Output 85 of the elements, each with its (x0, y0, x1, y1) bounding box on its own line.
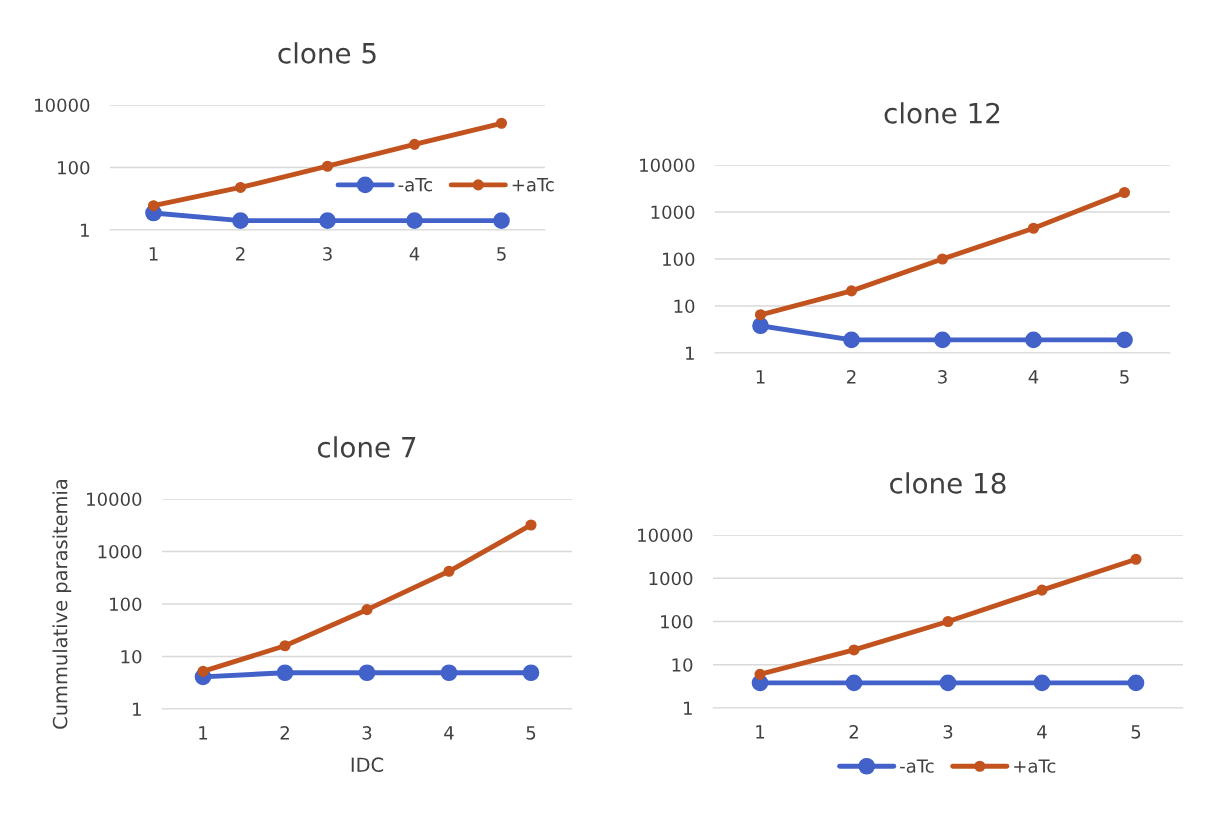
point (493, 212, 510, 229)
point (321, 160, 334, 172)
x-tick-label: 2 (236, 246, 245, 261)
point (495, 117, 508, 129)
y-tick-label: 1000 (649, 571, 693, 586)
legend-label: +aTc (1014, 759, 1056, 773)
point (1025, 331, 1042, 349)
x-tick-label: 1 (756, 725, 765, 739)
x-tick-label: 4 (409, 247, 420, 261)
point (754, 668, 766, 680)
point (147, 200, 160, 212)
x-tick-label: 5 (526, 726, 536, 740)
point (1027, 222, 1040, 234)
point (361, 604, 373, 616)
point (406, 212, 423, 229)
point (1130, 553, 1142, 565)
x-tick-label: 1 (149, 247, 158, 261)
x-tick-label: 2 (849, 724, 858, 739)
point (752, 317, 769, 335)
point (197, 665, 209, 677)
point (845, 285, 858, 297)
y-tick-label: 1 (81, 223, 89, 237)
point (939, 674, 957, 692)
chart-title: clone 7 (317, 436, 416, 458)
point (234, 181, 247, 194)
point (934, 331, 951, 349)
x-tick-label: 3 (323, 246, 332, 261)
y-tick-label: 100 (58, 160, 90, 175)
point (1116, 331, 1133, 349)
y-tick-label: 10000 (87, 492, 142, 507)
x-tick-label: 4 (1028, 370, 1039, 384)
point (1033, 674, 1051, 692)
y-tick-label: 100 (661, 614, 693, 629)
y-tick-label: 1 (686, 346, 694, 360)
point (319, 212, 336, 229)
point (408, 138, 421, 150)
x-axis-title: IDC (351, 757, 384, 773)
x-tick-label: 3 (943, 724, 953, 739)
y-tick-label: 10000 (638, 528, 693, 543)
chart-title: clone 12 (884, 102, 1000, 124)
point (942, 615, 954, 628)
x-tick-label: 2 (280, 725, 289, 740)
point (1036, 584, 1048, 596)
x-tick-label: 3 (938, 369, 947, 384)
x-tick-label: 3 (362, 725, 372, 740)
y-axis-title: Cummulative parasitemia (52, 479, 72, 729)
point (843, 331, 860, 349)
chart-title: clone 5 (278, 42, 376, 64)
point (276, 664, 294, 682)
y-tick-label: 10000 (640, 158, 695, 173)
legend-label: -aTc (398, 178, 433, 192)
y-tick-label: 1 (684, 701, 692, 715)
point (1118, 186, 1131, 199)
x-tick-label: 5 (497, 247, 506, 261)
point (845, 674, 863, 692)
x-tick-label: 4 (1037, 725, 1047, 739)
x-tick-label: 2 (847, 369, 856, 384)
y-tick-label: 1000 (651, 205, 695, 220)
point (754, 309, 767, 321)
y-tick-label: 10 (121, 649, 142, 664)
point (443, 565, 455, 577)
x-tick-label: 5 (1131, 725, 1141, 739)
y-tick-label: 100 (110, 597, 142, 612)
y-tick-label: 100 (663, 252, 695, 267)
x-tick-label: 5 (1120, 370, 1129, 384)
x-tick-label: 1 (756, 370, 765, 384)
y-tick-label: 10000 (35, 98, 90, 113)
chart-title: clone 18 (890, 472, 1006, 494)
point (358, 664, 376, 682)
y-tick-label: 1000 (98, 544, 142, 559)
y-tick-label: 10 (672, 658, 693, 672)
legend-label: -aTc (900, 759, 934, 773)
point (936, 253, 949, 265)
point (525, 519, 537, 531)
point (1127, 674, 1145, 692)
y-tick-label: 1 (133, 702, 141, 716)
point (848, 644, 860, 656)
point (279, 640, 291, 652)
point (440, 664, 458, 682)
x-tick-label: 4 (444, 726, 454, 740)
x-tick-label: 1 (199, 726, 208, 740)
y-tick-label: 10 (674, 299, 695, 314)
point (522, 664, 540, 682)
point (232, 212, 249, 229)
legend-label: +aTc (512, 178, 554, 192)
